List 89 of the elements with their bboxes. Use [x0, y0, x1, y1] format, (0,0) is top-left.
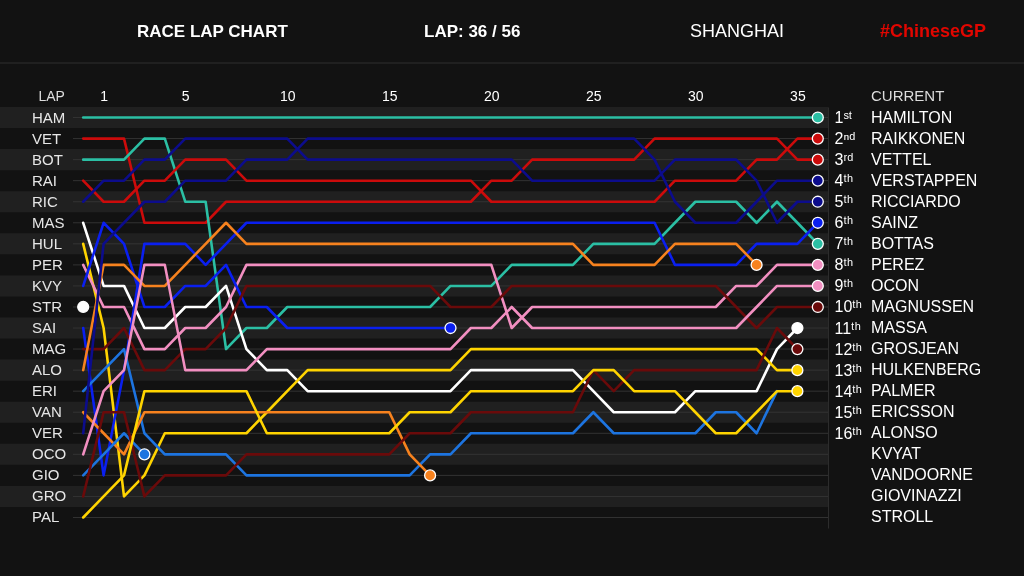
series-label: SAI	[32, 319, 57, 337]
text: STROLL	[871, 508, 934, 526]
y-tick-label: 3ʳᵈ	[834, 151, 854, 169]
point	[811, 300, 824, 314]
text: HULKENBERG	[871, 361, 982, 379]
x-tick-label: 1	[100, 87, 109, 104]
point	[791, 342, 804, 356]
x-tick-label: 10	[279, 87, 296, 104]
series-label: BOT	[32, 150, 63, 168]
y-tick-label: 5ᵗʰ	[834, 193, 854, 211]
series-label: MAG	[32, 340, 67, 358]
series-label: RIC	[32, 192, 58, 210]
text: MASSA	[871, 319, 928, 337]
series-label: OCO	[32, 445, 67, 463]
series-label: VET	[32, 129, 62, 147]
point	[750, 258, 763, 271]
series-label: HUL	[32, 234, 63, 252]
x-tick-label: 35	[790, 87, 806, 104]
text: GIOVINAZZI	[871, 487, 962, 505]
series-label: MAS	[32, 213, 65, 231]
text: ALONSO	[871, 424, 938, 442]
point	[811, 111, 824, 124]
y-tick-label: 2ⁿᵈ	[834, 130, 856, 148]
series-label: ALO	[32, 361, 63, 379]
x-tick-label: 30	[688, 87, 704, 104]
point	[138, 448, 151, 461]
text: VERSTAPPEN	[871, 171, 978, 189]
text: HAMILTON	[871, 108, 953, 126]
series-label: PAL	[32, 508, 60, 526]
y-tick-label: 4ᵗʰ	[834, 172, 854, 190]
y-tick-label: 15ᵗʰ	[834, 403, 862, 421]
text: BOTTAS	[871, 234, 934, 252]
y-tick-label: 9ᵗʰ	[834, 277, 854, 295]
x-tick-label: 15	[381, 87, 398, 104]
series-label: KVY	[32, 276, 63, 294]
y-tick-label: 1ˢᵗ	[834, 109, 853, 127]
point	[444, 321, 457, 335]
text: MAGNUSSEN	[871, 297, 975, 315]
y-tick-label: 14ᵗʰ	[834, 382, 862, 400]
text: RAIKKONEN	[871, 129, 966, 147]
point	[811, 216, 824, 229]
line-series	[81, 347, 779, 477]
x-tick-label: 20	[484, 87, 500, 104]
point	[791, 364, 804, 377]
point	[77, 300, 90, 314]
text: RICCIARDO	[871, 192, 961, 210]
x-tick-label: 5	[181, 87, 190, 104]
y-tick-label: 7ᵗʰ	[834, 235, 854, 253]
point	[811, 153, 824, 166]
y-tick-label: 10ᵗʰ	[834, 298, 862, 316]
text: GROSJEAN	[871, 340, 960, 358]
series-label: HAM	[32, 108, 66, 126]
text: CURRENT	[871, 87, 945, 104]
point	[811, 174, 824, 187]
series-label: GIO	[32, 466, 60, 484]
chart-title: RACE LAP CHART	[137, 22, 289, 41]
point	[791, 385, 804, 398]
series-label: ERI	[32, 382, 58, 400]
y-tick-label: 8ᵗʰ	[834, 256, 854, 274]
point	[811, 132, 824, 145]
point	[423, 469, 437, 482]
series-label: PER	[32, 255, 64, 273]
text: VANDOORNE	[871, 466, 973, 484]
x-axis-title: LAP	[38, 87, 65, 104]
y-tick-label: 6ᵗʰ	[834, 214, 854, 232]
series-label: GRO	[32, 487, 67, 505]
text: PEREZ	[871, 255, 925, 273]
text: #ChineseGP	[880, 21, 987, 41]
point	[811, 237, 824, 250]
text: VETTEL	[871, 150, 932, 168]
text: PALMER	[871, 382, 936, 400]
series-label: RAI	[32, 171, 58, 189]
text: LAP: 36 / 56	[424, 22, 521, 41]
text: OCON	[871, 276, 919, 294]
point	[811, 279, 824, 293]
series-label: VAN	[32, 403, 62, 421]
y-tick-label: 12ᵗʰ	[834, 340, 862, 358]
text: SHANGHAI	[690, 21, 785, 41]
point	[811, 258, 824, 271]
text: ERICSSON	[871, 403, 955, 421]
text: KVYAT	[871, 445, 922, 463]
y-tick-label: 16ᵗʰ	[834, 424, 862, 442]
point	[811, 195, 824, 208]
text: SAINZ	[871, 213, 919, 231]
series-label: STR	[32, 297, 63, 315]
y-tick-label: 11ᵗʰ	[834, 319, 861, 337]
x-tick-label: 25	[586, 87, 602, 104]
y-tick-label: 13ᵗʰ	[834, 361, 862, 379]
series-label: VER	[32, 424, 64, 442]
